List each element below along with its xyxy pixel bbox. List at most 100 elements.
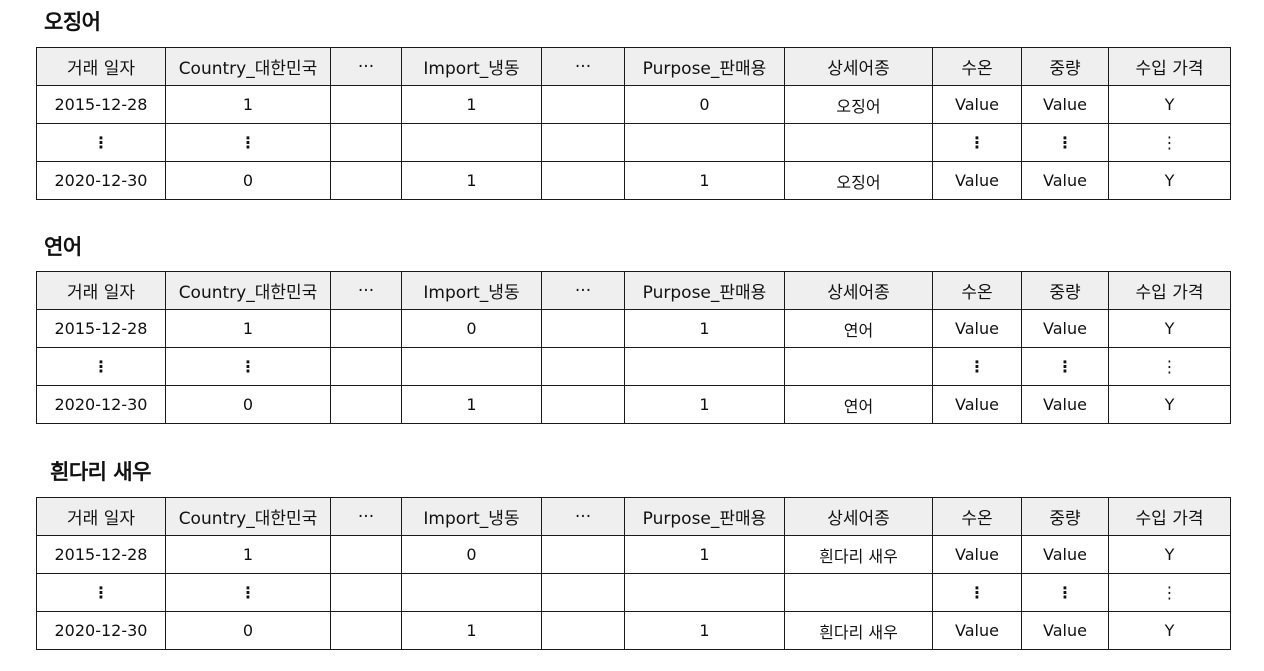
cell-species: 연어 xyxy=(784,309,933,348)
cell-water-temp: Value xyxy=(932,161,1022,200)
cell-purpose: 1 xyxy=(624,385,785,424)
cell-import: 1 xyxy=(401,611,542,650)
vertical-ellipsis: ⋮ xyxy=(36,123,166,162)
cell-species: 오징어 xyxy=(784,161,933,200)
vertical-ellipsis: ⋮ xyxy=(165,347,331,386)
cell-empty xyxy=(541,385,625,424)
col-header-import-price: 수입 가격 xyxy=(1108,271,1231,310)
cell-weight: Value xyxy=(1021,385,1109,424)
vertical-ellipsis: ⋮ xyxy=(932,573,1022,612)
cell-species: 흰다리 새우 xyxy=(784,535,933,574)
cell-water-temp: Value xyxy=(932,385,1022,424)
cell-date: 2020-12-30 xyxy=(36,161,166,200)
col-header-import: Import_냉동 xyxy=(401,47,542,86)
cell-country: 1 xyxy=(165,535,331,574)
cell-empty xyxy=(541,161,625,200)
vertical-ellipsis: ⋮ xyxy=(1108,573,1231,612)
col-header-weight: 중량 xyxy=(1021,497,1109,536)
cell-purpose: 1 xyxy=(624,161,785,200)
cell-weight: Value xyxy=(1021,611,1109,650)
cell-empty xyxy=(541,535,625,574)
col-header-date: 거래 일자 xyxy=(36,47,166,86)
col-header-ellipsis: ··· xyxy=(541,47,625,86)
cell-empty xyxy=(330,385,402,424)
cell-empty xyxy=(541,347,625,386)
cell-import: 1 xyxy=(401,385,542,424)
cell-empty xyxy=(541,573,625,612)
table-row-ellipsis: ⋮ ⋮ ⋮ ⋮ ⋮ xyxy=(36,347,1231,386)
cell-country: 0 xyxy=(165,161,331,200)
cell-empty xyxy=(784,123,933,162)
col-header-purpose: Purpose_판매용 xyxy=(624,497,785,536)
col-header-country: Country_대한민국 xyxy=(165,271,331,310)
cell-weight: Value xyxy=(1021,535,1109,574)
cell-empty xyxy=(624,573,785,612)
cell-empty xyxy=(624,123,785,162)
cell-country: 0 xyxy=(165,385,331,424)
cell-weight: Value xyxy=(1021,309,1109,348)
vertical-ellipsis: ⋮ xyxy=(165,573,331,612)
col-header-date: 거래 일자 xyxy=(36,271,166,310)
vertical-ellipsis: ⋮ xyxy=(932,347,1022,386)
cell-empty xyxy=(330,85,402,124)
cell-import-price: Y xyxy=(1108,611,1231,650)
col-header-ellipsis: ··· xyxy=(330,47,402,86)
vertical-ellipsis: ⋮ xyxy=(36,347,166,386)
cell-date: 2015-12-28 xyxy=(36,309,166,348)
cell-import: 0 xyxy=(401,535,542,574)
cell-empty xyxy=(330,161,402,200)
cell-empty xyxy=(401,347,542,386)
cell-empty xyxy=(330,123,402,162)
col-header-purpose: Purpose_판매용 xyxy=(624,271,785,310)
cell-empty xyxy=(541,309,625,348)
col-header-import: Import_냉동 xyxy=(401,497,542,536)
data-table: 거래 일자 Country_대한민국 ··· Import_냉동 ··· Pur… xyxy=(36,47,1231,200)
cell-empty xyxy=(541,611,625,650)
table-row: 2020-12-30 0 1 1 흰다리 새우 Value Value Y xyxy=(36,611,1231,650)
section-title: 오징어 xyxy=(44,10,101,34)
table-row: 2015-12-28 1 0 1 흰다리 새우 Value Value Y xyxy=(36,535,1231,574)
cell-empty xyxy=(330,309,402,348)
col-header-weight: 중량 xyxy=(1021,271,1109,310)
cell-import-price: Y xyxy=(1108,385,1231,424)
data-table: 거래 일자 Country_대한민국 ··· Import_냉동 ··· Pur… xyxy=(36,497,1231,650)
header-row: 거래 일자 Country_대한민국 ··· Import_냉동 ··· Pur… xyxy=(36,271,1231,310)
col-header-ellipsis: ··· xyxy=(330,497,402,536)
col-header-country: Country_대한민국 xyxy=(165,47,331,86)
cell-empty xyxy=(330,611,402,650)
cell-weight: Value xyxy=(1021,85,1109,124)
vertical-ellipsis: ⋮ xyxy=(1108,123,1231,162)
cell-date: 2015-12-28 xyxy=(36,535,166,574)
col-header-purpose: Purpose_판매용 xyxy=(624,47,785,86)
cell-water-temp: Value xyxy=(932,309,1022,348)
col-header-water-temp: 수온 xyxy=(932,47,1022,86)
cell-empty xyxy=(330,535,402,574)
cell-country: 1 xyxy=(165,309,331,348)
header-row: 거래 일자 Country_대한민국 ··· Import_냉동 ··· Pur… xyxy=(36,497,1231,536)
vertical-ellipsis: ⋮ xyxy=(1108,347,1231,386)
table-row: 2020-12-30 0 1 1 연어 Value Value Y xyxy=(36,385,1231,424)
col-header-country: Country_대한민국 xyxy=(165,497,331,536)
cell-empty xyxy=(330,347,402,386)
col-header-water-temp: 수온 xyxy=(932,497,1022,536)
table-row: 2015-12-28 1 1 0 오징어 Value Value Y xyxy=(36,85,1231,124)
cell-import: 1 xyxy=(401,161,542,200)
col-header-ellipsis: ··· xyxy=(541,271,625,310)
cell-empty xyxy=(401,573,542,612)
cell-purpose: 0 xyxy=(624,85,785,124)
cell-import: 1 xyxy=(401,85,542,124)
cell-water-temp: Value xyxy=(932,85,1022,124)
table-row-ellipsis: ⋮ ⋮ ⋮ ⋮ ⋮ xyxy=(36,123,1231,162)
vertical-ellipsis: ⋮ xyxy=(932,123,1022,162)
cell-empty xyxy=(401,123,542,162)
cell-purpose: 1 xyxy=(624,611,785,650)
col-header-ellipsis: ··· xyxy=(541,497,625,536)
cell-purpose: 1 xyxy=(624,535,785,574)
header-row: 거래 일자 Country_대한민국 ··· Import_냉동 ··· Pur… xyxy=(36,47,1231,86)
vertical-ellipsis: ⋮ xyxy=(1021,347,1109,386)
cell-species: 오징어 xyxy=(784,85,933,124)
section-title: 흰다리 새우 xyxy=(50,460,151,484)
section-title: 연어 xyxy=(44,235,82,259)
cell-empty xyxy=(784,347,933,386)
cell-date: 2020-12-30 xyxy=(36,611,166,650)
